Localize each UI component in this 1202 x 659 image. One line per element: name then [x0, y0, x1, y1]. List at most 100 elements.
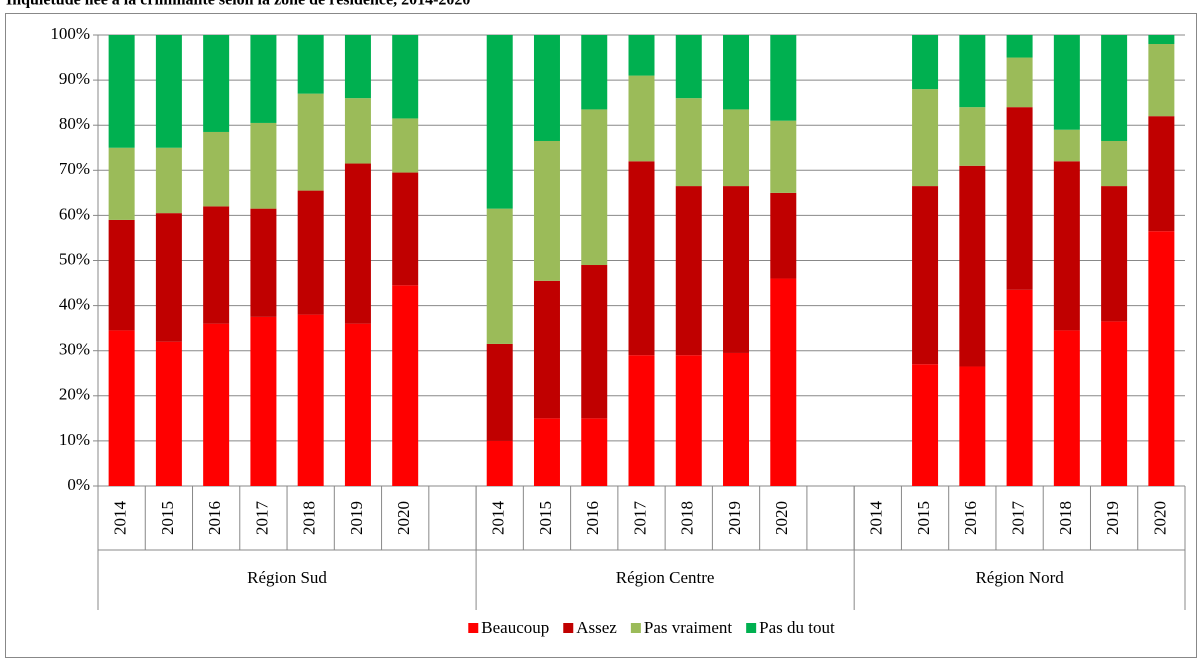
- bar-segment: [581, 35, 608, 110]
- x-tick-label: 2014: [111, 501, 130, 536]
- bar-segment: [1053, 330, 1080, 486]
- bar-segment: [770, 120, 797, 193]
- y-tick-label: 70%: [59, 159, 90, 178]
- bar-segment: [250, 35, 277, 123]
- bar-segment: [203, 206, 230, 324]
- bar-segment: [628, 35, 655, 76]
- bar-segment: [108, 219, 135, 331]
- bar-segment: [344, 163, 371, 324]
- bar-segment: [1006, 289, 1033, 486]
- bar-segment: [533, 280, 560, 419]
- bar-segment: [486, 440, 513, 486]
- bar-segment: [770, 278, 797, 486]
- bar-segment: [770, 192, 797, 279]
- bar-segment: [392, 172, 419, 286]
- x-tick-label: 2016: [961, 501, 980, 535]
- legend-label: Beaucoup: [481, 618, 549, 637]
- y-tick-label: 30%: [59, 340, 90, 359]
- bar-segment: [723, 352, 750, 486]
- bar-segment: [155, 341, 182, 486]
- legend-swatch: [563, 623, 574, 633]
- bar-segment: [250, 122, 277, 209]
- bar-segment: [912, 89, 939, 187]
- bar-segment: [250, 316, 277, 486]
- y-tick-label: 40%: [59, 295, 90, 314]
- bar-segment: [1148, 231, 1175, 486]
- bar-segment: [392, 285, 419, 486]
- bar-segment: [912, 35, 939, 90]
- bar-segment: [723, 109, 750, 187]
- x-tick-label: 2017: [630, 501, 649, 536]
- bar-segment: [297, 314, 324, 486]
- bar-segment: [1006, 57, 1033, 108]
- legend-label: Pas du tout: [759, 618, 835, 637]
- x-tick-label: 2014: [489, 501, 508, 536]
- x-tick-label: 2019: [347, 501, 366, 535]
- bar-segment: [723, 35, 750, 110]
- y-tick-label: 50%: [59, 249, 90, 268]
- x-tick-label: 2017: [1008, 501, 1027, 536]
- bar-segment: [628, 75, 655, 162]
- bar-segment: [297, 190, 324, 315]
- bar-segment: [1053, 129, 1080, 162]
- x-tick-label: 2015: [536, 501, 555, 535]
- bar-segment: [203, 131, 230, 207]
- bar-segment: [155, 213, 182, 342]
- bar-segment: [250, 208, 277, 317]
- bar-segment: [581, 418, 608, 486]
- x-tick-label: 2018: [1056, 501, 1075, 535]
- legend-swatch: [468, 623, 479, 633]
- bar-segment: [344, 35, 371, 99]
- bar-segment: [1148, 116, 1175, 232]
- bar-segment: [155, 147, 182, 214]
- x-tick-label: 2016: [583, 501, 602, 535]
- bar-segment: [392, 35, 419, 119]
- y-tick-label: 0%: [67, 475, 90, 494]
- bar-segment: [108, 35, 135, 148]
- legend-label: Pas vraiment: [644, 618, 733, 637]
- x-tick-label: 2019: [1103, 501, 1122, 535]
- legend-swatch: [746, 623, 757, 633]
- bar-segment: [912, 364, 939, 486]
- bar-segment: [1148, 44, 1175, 117]
- bar-segment: [297, 35, 324, 94]
- bar-segment: [344, 323, 371, 486]
- x-tick-label: 2015: [158, 501, 177, 535]
- bar-segment: [959, 366, 986, 486]
- bar-segment: [533, 140, 560, 281]
- x-tick-label: 2020: [1150, 501, 1169, 535]
- bar-segment: [581, 265, 608, 419]
- bar-segment: [1148, 35, 1175, 45]
- y-tick-label: 20%: [59, 385, 90, 404]
- bar-segment: [203, 323, 230, 486]
- bar-segment: [533, 35, 560, 141]
- bar-segment: [770, 35, 797, 121]
- bar-segment: [203, 35, 230, 132]
- bar-segment: [1053, 35, 1080, 130]
- bar-segment: [1101, 186, 1128, 322]
- bar-segment: [1006, 107, 1033, 290]
- bar-segment: [155, 35, 182, 148]
- bar-segment: [1006, 35, 1033, 58]
- bar-segment: [959, 165, 986, 367]
- bar-segment: [959, 107, 986, 166]
- bar-segment: [108, 147, 135, 220]
- bar-segment: [392, 118, 419, 173]
- group-label: Région Sud: [247, 568, 327, 587]
- x-tick-label: 2019: [725, 501, 744, 535]
- x-tick-label: 2015: [914, 501, 933, 535]
- bar-segment: [1101, 321, 1128, 486]
- x-tick-label: 2020: [394, 501, 413, 535]
- x-tick-label: 2017: [252, 501, 271, 536]
- bar-segment: [1053, 161, 1080, 331]
- bar-segment: [675, 355, 702, 486]
- bar-segment: [297, 93, 324, 191]
- group-label: Région Centre: [616, 568, 715, 587]
- bar-segment: [581, 109, 608, 266]
- bar-segment: [344, 98, 371, 164]
- bar-segment: [912, 186, 939, 365]
- chart-title: Inquiétude liée à la criminalité selon l…: [6, 0, 470, 9]
- bar-segment: [486, 35, 513, 209]
- y-tick-label: 60%: [59, 204, 90, 223]
